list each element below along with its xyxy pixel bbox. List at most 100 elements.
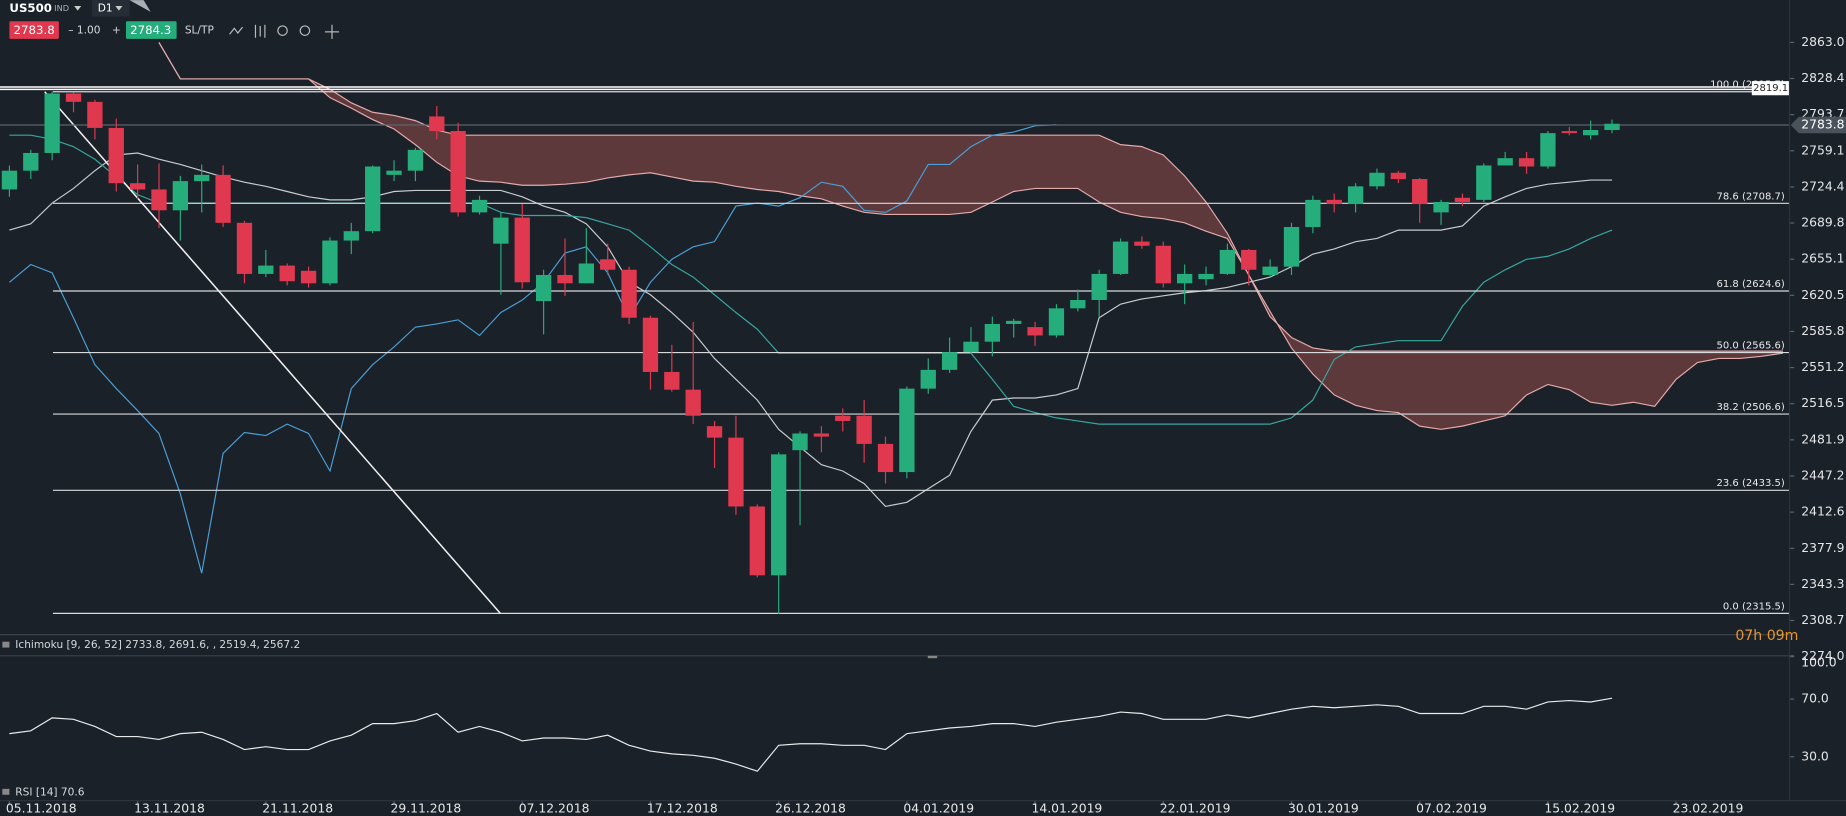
plus[interactable]: + <box>112 25 121 37</box>
candle-body <box>1561 131 1577 134</box>
x-tick-label: 07.02.2019 <box>1416 801 1487 815</box>
sell-button[interactable] <box>9 21 59 39</box>
candle-body <box>23 152 39 171</box>
splitter-handle[interactable] <box>927 655 938 659</box>
candle-body <box>1 170 18 190</box>
candle-body <box>771 454 787 576</box>
y-tick-label: 30.0 <box>1801 749 1829 763</box>
x-tick-label: 07.12.2018 <box>519 801 590 815</box>
candle-body <box>151 189 167 211</box>
y-tick-label: 2516.5 <box>1801 396 1844 410</box>
y-tick-label: 2863.0 <box>1801 35 1844 49</box>
candle-body <box>706 426 723 438</box>
fib-label: 100.0 (2815.7) <box>1710 80 1785 91</box>
y-tick-label: 70.0 <box>1801 692 1829 706</box>
dropdown-arrow[interactable] <box>74 5 82 11</box>
candle-body <box>258 265 274 274</box>
candle-body <box>215 174 231 223</box>
spread: – 1.00 <box>68 25 100 37</box>
y-tick-label: 2655.1 <box>1801 252 1844 266</box>
x-tick-label: 30.01.2019 <box>1288 801 1359 815</box>
candle-body <box>1540 133 1556 167</box>
candle-body <box>471 199 488 213</box>
fib-label: 23.6 (2433.5) <box>1717 478 1785 489</box>
buy-button[interactable] <box>125 21 177 39</box>
candle-body <box>557 274 573 284</box>
candle-body <box>1369 172 1385 187</box>
candle-body <box>1305 199 1321 227</box>
candle-body <box>514 217 530 283</box>
x-tick-label: 23.02.2019 <box>1673 801 1744 815</box>
y-tick-label: 2551.2 <box>1801 360 1844 374</box>
candle-body <box>920 369 936 389</box>
y-tick-label: 2481.9 <box>1801 432 1844 446</box>
candle-body <box>642 317 659 372</box>
candle-body <box>1070 299 1086 309</box>
fib-label: 50.0 (2565.6) <box>1717 340 1785 351</box>
y-tick-label: 2585.8 <box>1801 324 1844 338</box>
price-tag <box>1790 116 1846 134</box>
candle-body <box>1006 320 1022 324</box>
candle-body <box>300 270 317 284</box>
candle-body <box>1219 249 1236 274</box>
candle-body <box>856 415 872 444</box>
panel-icon[interactable] <box>2 641 10 648</box>
panel-icon[interactable] <box>2 788 10 795</box>
candle-body <box>1476 165 1492 200</box>
ask-price[interactable]: 2784.3 <box>130 23 171 37</box>
candle-body <box>1412 179 1428 205</box>
icon-crosshair[interactable] <box>324 24 340 39</box>
candle-body <box>813 433 830 437</box>
fib-label: 38.2 (2506.6) <box>1717 402 1785 413</box>
candle-body <box>365 166 381 232</box>
x-tick-label: 15.02.2019 <box>1544 801 1615 815</box>
icon-zoom-out[interactable] <box>277 25 288 36</box>
x-tick-label: 13.11.2018 <box>134 801 205 815</box>
hline-label: 2819.1 <box>1753 83 1788 94</box>
icon-indicator[interactable] <box>229 26 243 35</box>
y-tick-label: 2759.1 <box>1801 143 1844 157</box>
y-tick-label: 2308.7 <box>1801 613 1844 627</box>
symbol[interactable]: US500 <box>9 1 52 15</box>
candle-body <box>1326 199 1342 205</box>
x-tick-label: 14.01.2019 <box>1032 801 1103 815</box>
fib-label: 78.6 (2708.7) <box>1717 191 1785 202</box>
bid-price[interactable]: 2783.8 <box>14 23 55 37</box>
candle-body <box>129 183 146 190</box>
dropdown-arrow[interactable] <box>115 5 123 11</box>
y-tick-label: 2447.2 <box>1801 469 1844 483</box>
candle-body <box>1454 197 1471 202</box>
icon-candles[interactable] <box>254 24 266 38</box>
candle-body <box>1262 266 1278 275</box>
x-tick-label: 29.11.2018 <box>391 801 462 815</box>
candle-body <box>1027 327 1043 336</box>
candle-body <box>108 127 124 184</box>
candle-body <box>664 371 680 390</box>
y-tick-label: 2274.0 <box>1801 649 1844 663</box>
candle-body <box>535 274 552 302</box>
rsi-label: RSI [14] 70.6 <box>15 786 84 798</box>
candle-body <box>407 149 424 171</box>
sltp[interactable]: SL/TP <box>185 25 215 37</box>
ichimoku-line <box>9 152 1613 508</box>
candle-body <box>941 352 958 370</box>
ichimoku-label: Ichimoku [9, 26, 52] 2733.8, 2691.6, , 2… <box>15 639 300 651</box>
symbol-tag: IND <box>54 3 69 13</box>
candle-body <box>835 415 851 421</box>
candle-body <box>600 259 616 270</box>
y-tick-label: 2377.9 <box>1801 541 1844 555</box>
icon-zoom-in[interactable] <box>299 25 311 36</box>
candle-body <box>963 341 979 353</box>
x-tick-label: 22.01.2019 <box>1160 801 1231 815</box>
hline-tag <box>1751 81 1790 96</box>
candle-body <box>65 93 82 102</box>
candle-body <box>1091 273 1107 300</box>
timeframe[interactable]: D1 <box>98 2 113 14</box>
timeframe-box[interactable] <box>91 0 130 17</box>
fib-label: 0.0 (2315.5) <box>1723 601 1785 612</box>
candle-body <box>877 443 894 473</box>
candle-body <box>685 389 701 416</box>
fib-label: 61.8 (2624.6) <box>1717 279 1785 290</box>
candle-body <box>279 265 295 282</box>
candle-body <box>1582 130 1599 136</box>
